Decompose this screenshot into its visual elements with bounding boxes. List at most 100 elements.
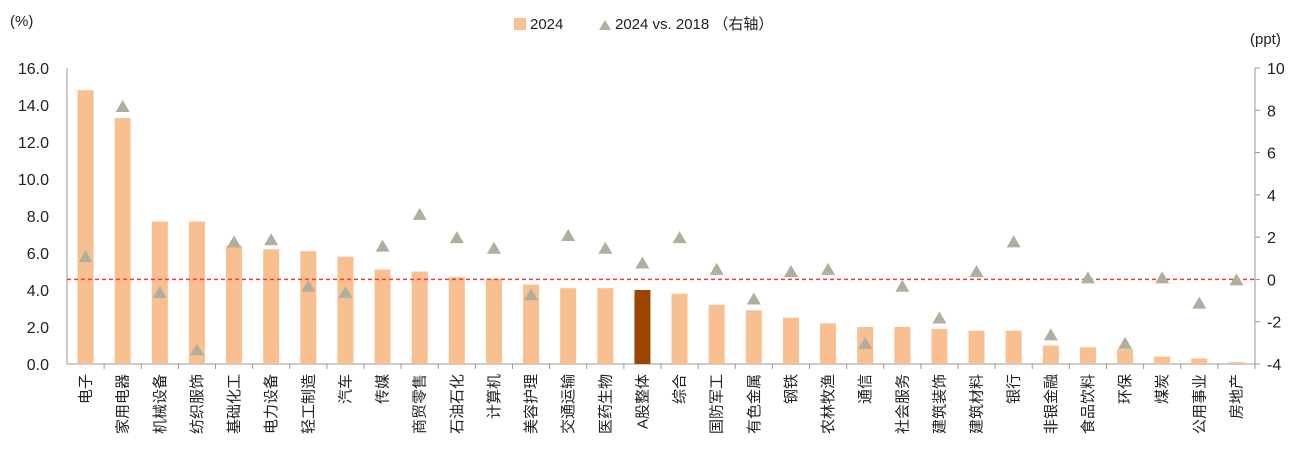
bar-建筑装饰: [931, 328, 948, 364]
bar-电力设备: [263, 249, 280, 364]
triangle-marker-国防军工: [709, 262, 724, 275]
x-tick-label: 传媒: [375, 374, 392, 404]
x-tick-label: 医药生物: [597, 374, 614, 434]
triangle-marker-社会服务: [895, 279, 910, 292]
triangle-marker-纺织服饰: [189, 343, 204, 356]
triangle-marker-轻工制造: [301, 279, 316, 292]
triangle-marker-计算机: [486, 241, 501, 254]
bar-计算机: [485, 278, 502, 364]
x-tick-label: 商贸零售: [412, 374, 429, 434]
x-tick-label: 非银金融: [1043, 374, 1060, 434]
x-tick-label: 电子: [78, 374, 95, 404]
x-tick-label: 美容护理: [523, 374, 540, 434]
triangle-marker-环保: [1118, 336, 1133, 349]
right-tick-label: -4: [1267, 357, 1281, 374]
left-tick-label: 0.0: [27, 357, 49, 374]
left-tick-label: 8.0: [27, 209, 49, 226]
triangle-marker-传媒: [375, 239, 390, 252]
right-axis-unit: (ppt): [1250, 31, 1281, 48]
triangle-marker-汽车: [338, 286, 353, 299]
bar-房地产: [1228, 362, 1245, 364]
bar-公用事业: [1191, 358, 1208, 364]
x-tick-label: 建筑装饰: [931, 374, 948, 434]
bar-煤炭: [1154, 356, 1171, 364]
bar-纺织服饰: [188, 221, 205, 364]
bar-汽车: [337, 256, 354, 364]
x-tick-label: 石油石化: [449, 374, 466, 434]
bar-基础化工: [226, 245, 243, 364]
left-tick-label: 6.0: [27, 246, 49, 263]
triangle-marker-家用电器: [115, 100, 130, 113]
bar-国防军工: [708, 304, 725, 364]
triangle-marker-基础化工: [227, 235, 242, 248]
x-tick-label: 机械设备: [152, 374, 169, 434]
triangle-marker-非银金融: [1043, 328, 1058, 341]
bar-美容护理: [523, 284, 540, 364]
x-tick-label: 电力设备: [263, 374, 280, 434]
x-tick-label: 公用事业: [1191, 374, 1208, 434]
bar-农林牧渔: [820, 323, 837, 364]
x-tick-label: 汽车: [337, 374, 354, 404]
bar-环保: [1117, 349, 1134, 364]
bar-食品饮料: [1079, 347, 1096, 364]
x-tick-label: 交通运输: [559, 374, 577, 434]
x-tick-label: 社会服务: [894, 374, 911, 434]
bar-轻工制造: [300, 251, 317, 364]
x-tick-label: 国防军工: [709, 374, 726, 434]
bar-电子: [77, 90, 94, 364]
bar-社会服务: [894, 327, 911, 364]
triangle-marker-建筑装饰: [932, 311, 947, 324]
triangle-marker-公用事业: [1192, 296, 1207, 309]
x-tick-label: 食品饮料: [1080, 374, 1097, 434]
triangle-marker-电子: [78, 250, 93, 263]
triangle-marker-商贸零售: [412, 207, 427, 220]
bar-医药生物: [597, 288, 614, 364]
x-tick-label: 农林牧渔: [820, 374, 837, 434]
x-tick-label: 有色金属: [746, 374, 763, 434]
right-tick-label: 10: [1267, 61, 1285, 78]
triangle-marker-食品饮料: [1080, 271, 1095, 284]
triangle-marker-房地产: [1229, 273, 1244, 286]
triangle-marker-美容护理: [524, 288, 539, 301]
bar-建筑材料: [968, 330, 985, 364]
left-tick-label: 14.0: [18, 98, 49, 115]
bar-传媒: [374, 269, 391, 364]
legend: 2024 2024 vs. 2018 （右轴）: [514, 16, 773, 33]
x-tick-label: 轻工制造: [300, 374, 317, 434]
left-tick-label: 12.0: [18, 135, 49, 152]
x-tick-label: 计算机: [485, 374, 503, 419]
x-tick-label: 环保: [1117, 374, 1134, 404]
x-tick-label: 家用电器: [115, 374, 132, 434]
triangle-marker-医药生物: [598, 241, 613, 254]
triangle-marker-钢铁: [783, 264, 798, 277]
bar-石油石化: [448, 277, 465, 364]
x-tick-label: 煤炭: [1154, 374, 1171, 404]
legend-label-diff: 2024 vs. 2018 （右轴）: [615, 16, 773, 33]
triangle-marker-有色金属: [746, 292, 761, 305]
right-tick-label: -2: [1267, 315, 1281, 332]
left-axis-unit: (%): [10, 13, 33, 30]
bar-有色金属: [745, 310, 762, 364]
triangle-marker-电力设备: [264, 233, 279, 246]
x-tick-label: 基础化工: [226, 374, 243, 434]
left-tick-label: 4.0: [27, 283, 49, 300]
triangle-marker-建筑材料: [969, 264, 984, 277]
legend-label-2024: 2024: [530, 16, 563, 33]
triangle-marker-石油石化: [449, 231, 464, 244]
x-tick-label: 综合: [672, 374, 689, 404]
x-tick-label: 纺织服饰: [189, 374, 206, 434]
bar-综合: [671, 293, 688, 364]
bar-非银金融: [1042, 345, 1059, 364]
triangle-marker-农林牧渔: [821, 262, 836, 275]
left-tick-label: 16.0: [18, 61, 49, 78]
right-tick-label: 4: [1267, 188, 1276, 205]
x-tick-label: A股整体: [634, 374, 651, 429]
x-tick-label: 钢铁: [783, 374, 800, 404]
triangle-marker-煤炭: [1155, 271, 1170, 284]
bar-A股整体: [634, 290, 651, 364]
triangle-marker-A股整体: [635, 256, 650, 269]
x-tick-label: 通信: [857, 374, 874, 404]
left-tick-label: 10.0: [18, 172, 49, 189]
